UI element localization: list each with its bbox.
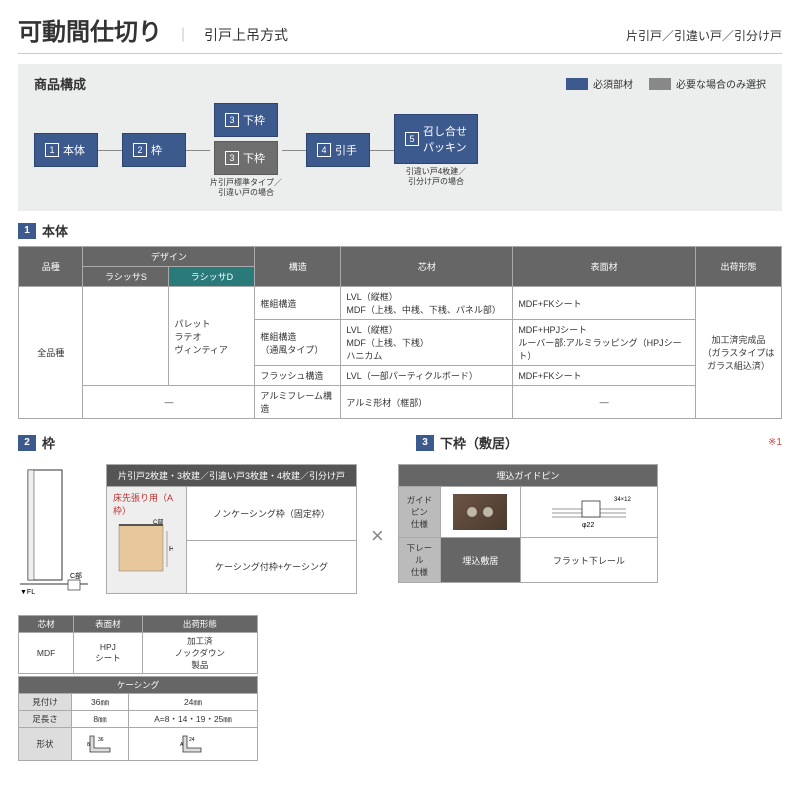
guide-pin-section-icon: φ22 34×12 — [544, 491, 634, 531]
flow-diagram: 1本体 2枠 3下枠 3下枠 片引戸標準タイプ／ 引違い戸の場合 4引手 5召し… — [34, 103, 766, 197]
page-title: 可動間仕切り — [18, 12, 162, 47]
legend-required: 必須部材 — [593, 76, 633, 91]
flow-note-3: 片引戸標準タイプ／ 引違い戸の場合 — [210, 178, 282, 197]
legend: 必須部材 必要な場合のみ選択 — [566, 76, 766, 91]
swatch-required-icon — [566, 78, 588, 90]
svg-text:C部: C部 — [153, 518, 163, 526]
svg-text:φ22: φ22 — [582, 522, 594, 529]
svg-text:▼FL: ▼FL — [20, 589, 35, 596]
guide-pin-photo-icon — [453, 494, 507, 530]
casing-profile-a-icon: 36 8 — [86, 730, 114, 756]
flow-node-3a: 3下枠 — [214, 103, 278, 137]
flow-node-5: 5召し合せ パッキン — [394, 114, 478, 164]
svg-text:C部: C部 — [70, 571, 82, 580]
frame-options-table: 片引戸2枚建・3枚建／引違い戸3枚建・4枚建／引分け戸 床先張り用（A枠） C部… — [106, 464, 357, 594]
svg-text:H: H — [169, 546, 173, 553]
flow-node-1: 1本体 — [34, 133, 98, 167]
section-3-label: 3 下枠（敷居） ※1 — [416, 433, 782, 452]
guide-pin-table: 埋込ガイドピン ガイドピン 仕様 φ22 34×12 下レール 仕様 — [398, 464, 658, 583]
svg-text:34×12: 34×12 — [614, 497, 632, 503]
frame-material-tables: 芯材表面材出荷形態 MDF HPJ シート 加工済 ノックダウン 製品 ケーシン… — [18, 615, 258, 761]
section-1-label: 1 本体 — [18, 221, 782, 240]
casing-profile-b-icon: 24 A — [179, 730, 207, 756]
swatch-optional-icon — [649, 78, 671, 90]
divider: ｜ — [176, 25, 190, 45]
page-subtitle: 引戸上吊方式 — [204, 25, 288, 45]
legend-optional: 必要な場合のみ選択 — [676, 76, 766, 91]
svg-text:8: 8 — [87, 742, 90, 748]
door-elevation-diagram: ▼FL C部 — [18, 464, 98, 607]
frame-section-icon: C部 H — [113, 517, 173, 587]
flow-node-3b: 3下枠 — [214, 141, 278, 175]
multiply-icon: × — [365, 523, 390, 549]
flow-node-2: 2枠 — [122, 133, 186, 167]
flow-note-5: 引違い戸4枚建／ 引分け戸の場合 — [406, 167, 466, 186]
page-header: 可動間仕切り ｜ 引戸上吊方式 片引戸／引違い戸／引分け戸 — [18, 12, 782, 54]
table-main-body: 品種 デザイン 構造 芯材 表面材 出荷形態 ラシッサS ラシッサD 全品種 パ… — [18, 246, 782, 419]
composition-panel: 商品構成 必須部材 必要な場合のみ選択 1本体 2枠 3下枠 3下枠 片引戸標準… — [18, 64, 782, 211]
composition-title: 商品構成 — [34, 74, 86, 93]
section-2-label: 2 枠 — [18, 433, 398, 452]
svg-text:36: 36 — [98, 737, 104, 743]
svg-text:24: 24 — [189, 737, 195, 743]
diagram-row: ▼FL C部 片引戸2枚建・3枚建／引違い戸3枚建・4枚建／引分け戸 床先張り用… — [18, 464, 782, 607]
flow-node-4: 4引手 — [306, 133, 370, 167]
header-variants: 片引戸／引違い戸／引分け戸 — [626, 27, 782, 44]
